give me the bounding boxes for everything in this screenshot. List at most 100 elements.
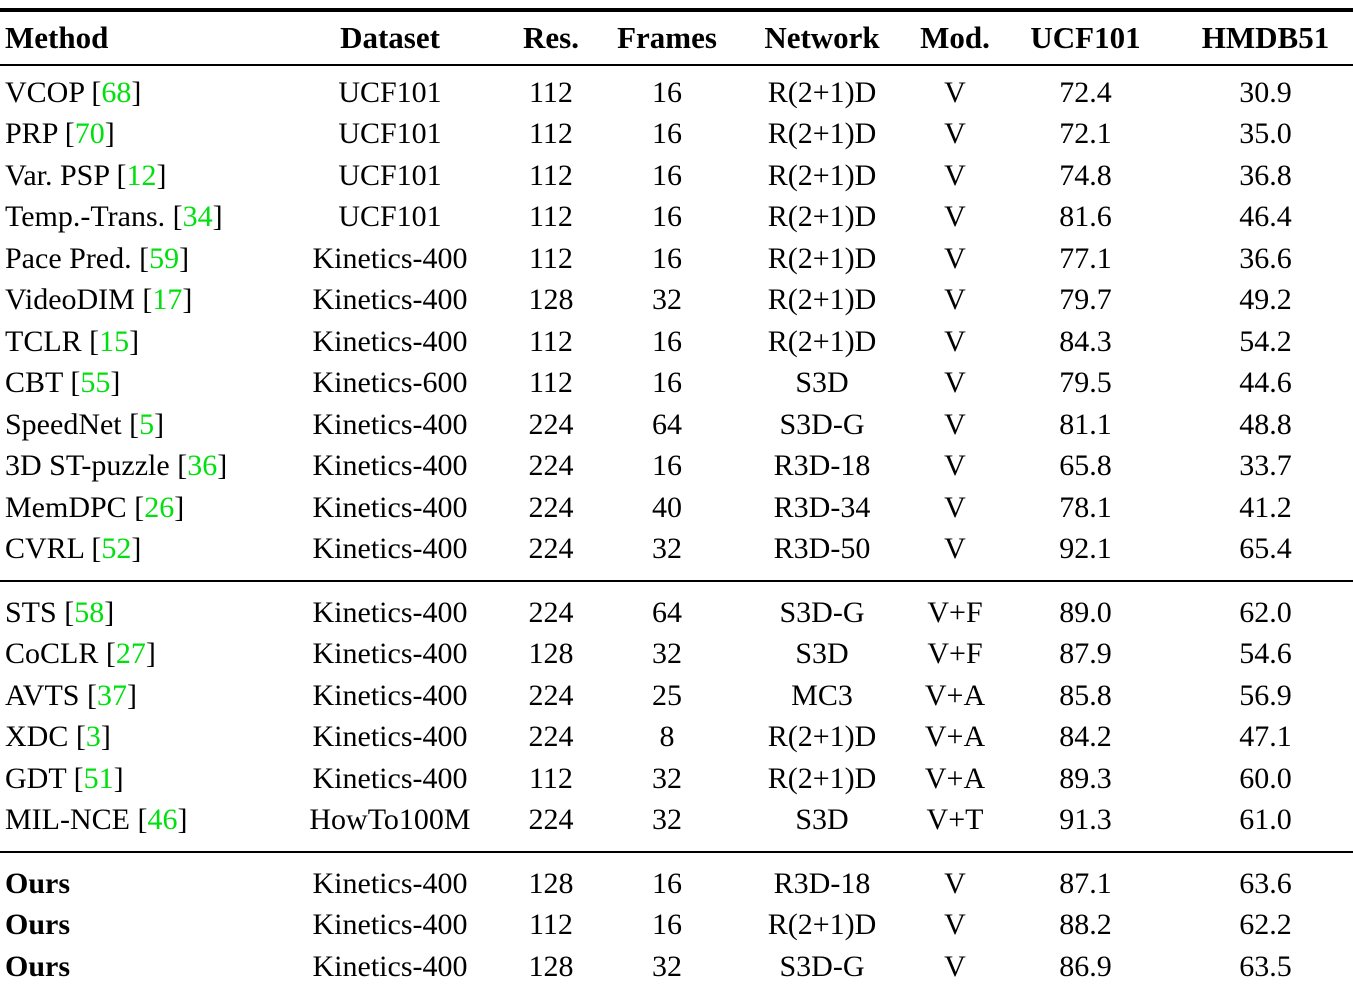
- cell-method: MemDPC [26]: [5, 490, 185, 524]
- citation-link[interactable]: 59: [149, 241, 180, 275]
- cell-dataset: Kinetics-400: [312, 283, 468, 317]
- method-name: Ours: [5, 949, 71, 983]
- cell-dataset: Kinetics-400: [312, 407, 468, 441]
- citation-link[interactable]: 37: [96, 678, 127, 712]
- cell-ucf101: 74.8: [1059, 158, 1112, 192]
- cell-frames: 32: [652, 803, 682, 837]
- citation-link[interactable]: 46: [147, 803, 178, 837]
- cell-frames: 16: [652, 117, 682, 151]
- cell-frames: 32: [652, 761, 682, 795]
- table-row: XDC [3] Kinetics-400 224 8 R(2+1)D V+A 84.2 47.…: [0, 717, 1353, 759]
- cell-frames: 32: [652, 532, 682, 566]
- citation-link[interactable]: 3: [85, 720, 101, 754]
- col-header-res: Res.: [495, 10, 607, 66]
- cell-res: 224: [528, 720, 574, 754]
- cell-dataset: Kinetics-400: [312, 449, 468, 483]
- method-name: PRP: [5, 117, 58, 151]
- method-name: CoCLR: [5, 637, 99, 671]
- cell-hmdb51: 44.6: [1239, 366, 1292, 400]
- cell-mod: V: [944, 366, 966, 400]
- col-header-frames: Frames: [607, 10, 727, 66]
- citation-link[interactable]: 58: [74, 595, 105, 629]
- citation-link[interactable]: 55: [80, 366, 111, 400]
- cell-dataset: Kinetics-400: [312, 490, 468, 524]
- cell-hmdb51: 62.0: [1178, 580, 1353, 634]
- cell-ucf101: 81.6: [1059, 200, 1112, 234]
- col-header-ucf101: UCF101: [993, 10, 1178, 66]
- cell-network: S3D: [795, 803, 849, 837]
- citation-link[interactable]: 51: [83, 761, 114, 795]
- citation-link[interactable]: 15: [99, 324, 130, 358]
- cell-mod: V: [944, 75, 966, 109]
- cell-ucf101: 81.1: [1059, 407, 1112, 441]
- citation-link[interactable]: 5: [139, 407, 155, 441]
- cell-mod: V: [944, 241, 966, 275]
- cell-res: 224: [528, 678, 574, 712]
- cell-dataset: Kinetics-400: [312, 908, 468, 942]
- method-name: MIL-NCE: [5, 803, 130, 837]
- citation-link[interactable]: 17: [152, 283, 183, 317]
- cell-hmdb51: 56.9: [1239, 678, 1292, 712]
- cell-ucf101: 88.2: [1059, 908, 1112, 942]
- method-name: CBT: [5, 366, 63, 400]
- cell-mod: V: [944, 490, 966, 524]
- cell-network: R(2+1)D: [767, 158, 877, 192]
- cell-hmdb51: 54.6: [1239, 637, 1292, 671]
- cell-dataset: UCF101: [338, 158, 442, 192]
- method-name: Ours: [5, 866, 71, 900]
- cell-res: 224: [528, 449, 574, 483]
- citation-link[interactable]: 70: [74, 117, 105, 151]
- cell-mod: V: [944, 200, 966, 234]
- cell-dataset: Kinetics-400: [312, 949, 468, 983]
- table-row: MIL-NCE [46] HowTo100M 224 32 S3D V+T 91.3 61.0: [0, 800, 1353, 853]
- cell-ucf101: 77.1: [1059, 241, 1112, 275]
- method-name: XDC: [5, 720, 69, 754]
- cell-ucf101: 92.1: [1059, 532, 1112, 566]
- cell-frames: 64: [607, 580, 727, 634]
- table-row: CVRL [52] Kinetics-400 224 32 R3D-50 V 92.1 65.…: [0, 529, 1353, 582]
- col-header-method: Method: [0, 10, 285, 66]
- method-name: Var. PSP: [5, 158, 109, 192]
- cell-frames: 16: [652, 366, 682, 400]
- cell-frames: 16: [652, 75, 682, 109]
- cell-dataset: Kinetics-400: [312, 532, 468, 566]
- citation-link[interactable]: 12: [126, 158, 157, 192]
- cell-method: Temp.-Trans. [34]: [5, 200, 223, 234]
- citation-link[interactable]: 68: [101, 75, 132, 109]
- cell-hmdb51: 62.2: [1239, 908, 1292, 942]
- cell-ucf101: 87.9: [1059, 637, 1112, 671]
- table-row: Temp.-Trans. [34] UCF101 112 16 R(2+1)D V 81.6…: [0, 197, 1353, 239]
- cell-method: GDT [51]: [5, 761, 124, 795]
- cell-hmdb51: 63.6: [1178, 851, 1353, 905]
- cell-ucf101: 91.3: [1059, 803, 1112, 837]
- citation-link[interactable]: 27: [115, 637, 146, 671]
- col-header-hmdb51: HMDB51: [1178, 10, 1353, 66]
- cell-res: 224: [495, 580, 607, 634]
- cell-ucf101: 79.5: [1059, 366, 1112, 400]
- table-row: STS [58] Kinetics-400 224 64 S3D-G V+F 89.0 62.…: [0, 580, 1353, 634]
- cell-network: R(2+1)D: [767, 324, 877, 358]
- cell-dataset: Kinetics-600: [312, 366, 468, 400]
- cell-dataset: UCF101: [338, 200, 442, 234]
- cell-res: 112: [529, 75, 573, 109]
- cell-frames: 16: [652, 241, 682, 275]
- cell-network: S3D: [795, 637, 849, 671]
- cell-network: R3D-50: [773, 532, 871, 566]
- cell-frames: 16: [652, 908, 682, 942]
- cell-hmdb51: 33.7: [1239, 449, 1292, 483]
- cell-method: VideoDIM [17]: [5, 283, 193, 317]
- citation-link[interactable]: 26: [144, 490, 175, 524]
- citation-link[interactable]: 34: [182, 200, 213, 234]
- cell-ucf101: 79.7: [1059, 283, 1112, 317]
- table-row: Ours Kinetics-400 128 16 R3D-18 V 87.1 63.6: [0, 851, 1353, 905]
- cell-res: 112: [529, 200, 573, 234]
- citation-link[interactable]: 36: [187, 449, 218, 483]
- cell-frames: 32: [652, 949, 682, 983]
- cell-res: 224: [528, 490, 574, 524]
- citation-link[interactable]: 52: [101, 532, 132, 566]
- table-row: PRP [70] UCF101 112 16 R(2+1)D V 72.1 35.0: [0, 114, 1353, 156]
- cell-res: 224: [528, 407, 574, 441]
- cell-ucf101: 78.1: [1059, 490, 1112, 524]
- cell-res: 112: [529, 241, 573, 275]
